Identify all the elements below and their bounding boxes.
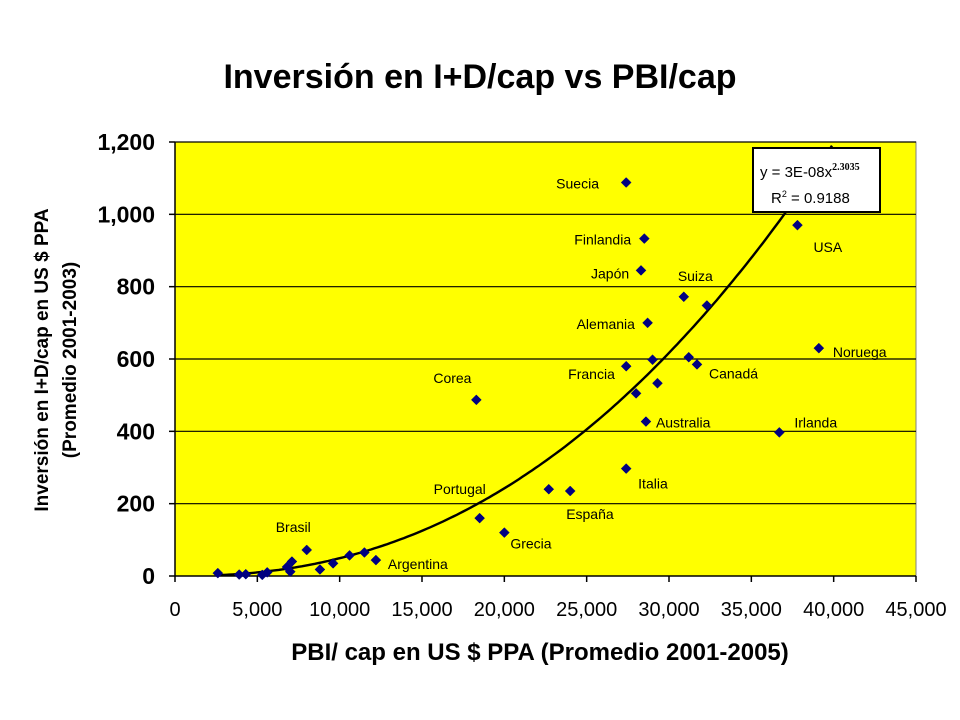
point-label-33: Irlanda bbox=[794, 414, 837, 430]
point-label-14: Corea bbox=[433, 370, 471, 386]
x-tick-label-9: 45,000 bbox=[885, 599, 946, 621]
data-point-32 bbox=[701, 300, 713, 311]
data-point-24 bbox=[638, 233, 650, 244]
point-label-20: Francia bbox=[568, 366, 615, 382]
y-axis-title-line2: (Promedio 2001-2003) bbox=[60, 262, 81, 458]
data-point-33 bbox=[773, 427, 785, 438]
x-axis-title: PBI/ cap en US $ PPA (Promedio 2001-2005… bbox=[291, 639, 789, 666]
data-point-27 bbox=[647, 354, 658, 366]
data-point-29 bbox=[678, 291, 690, 303]
equation-box-frame bbox=[752, 147, 881, 213]
x-tick-label-6: 30,000 bbox=[638, 599, 699, 621]
data-point-19 bbox=[620, 177, 632, 188]
point-label-23: Japón bbox=[591, 265, 629, 281]
data-point-17 bbox=[543, 483, 555, 495]
data-point-28 bbox=[652, 377, 663, 389]
x-tick-label-0: 0 bbox=[169, 599, 180, 621]
point-label-8: Brasil bbox=[276, 519, 311, 535]
data-point-15 bbox=[474, 512, 485, 524]
y-tick-label-3: 600 bbox=[117, 346, 155, 372]
data-point-6 bbox=[284, 566, 296, 578]
data-point-10 bbox=[327, 557, 339, 569]
data-point-12 bbox=[359, 547, 370, 558]
point-label-13: Argentina bbox=[388, 556, 448, 572]
data-point-30 bbox=[683, 351, 695, 363]
y-tick-label-5: 1,000 bbox=[97, 201, 155, 227]
point-label-35: Noruega bbox=[833, 344, 887, 360]
x-tick-label-2: 10,000 bbox=[309, 599, 370, 621]
point-label-19: Suecia bbox=[556, 176, 599, 192]
equation-base: y = 3E-08x bbox=[760, 164, 833, 181]
data-point-35 bbox=[813, 342, 825, 354]
point-label-15: Portugal bbox=[434, 481, 486, 497]
x-tick-label-7: 35,000 bbox=[721, 599, 782, 621]
trendline bbox=[216, 145, 834, 577]
data-point-25 bbox=[642, 317, 653, 329]
r-squared-sup: 2 bbox=[782, 189, 787, 199]
data-point-18 bbox=[564, 485, 576, 497]
y-tick-label-2: 400 bbox=[117, 418, 155, 444]
r-squared-value: = 0.9188 bbox=[787, 190, 850, 207]
x-tick-label-1: 5,000 bbox=[232, 599, 282, 621]
point-label-16: Grecia bbox=[510, 536, 551, 552]
data-point-21 bbox=[620, 463, 632, 474]
data-point-22 bbox=[630, 388, 642, 399]
data-point-11 bbox=[344, 550, 355, 561]
r-squared-r: R bbox=[771, 190, 782, 207]
data-point-16 bbox=[498, 527, 510, 538]
point-label-18: España bbox=[566, 506, 614, 522]
y-tick-label-1: 200 bbox=[117, 491, 155, 517]
data-point-31 bbox=[691, 359, 703, 370]
data-point-2 bbox=[240, 568, 252, 580]
chart-title: Inversión en I+D/cap vs PBI/cap bbox=[223, 58, 736, 96]
y-axis-title-line1: Inversión en I+D/cap en US $ PPA bbox=[32, 208, 53, 511]
data-point-7 bbox=[286, 556, 298, 567]
point-label-24: Finlandia bbox=[574, 232, 631, 248]
point-labels: Brasil Argentina Corea Portugal Grecia España… bbox=[276, 176, 887, 573]
data-point-34 bbox=[792, 219, 803, 231]
x-tick-label-4: 20,000 bbox=[474, 599, 535, 621]
data-point-23 bbox=[635, 265, 647, 276]
data-point-0 bbox=[212, 567, 224, 579]
data-point-14 bbox=[470, 394, 482, 406]
data-point-26 bbox=[640, 416, 652, 427]
point-label-26: Australia bbox=[656, 415, 711, 431]
y-axis-ticks: 0 200 400 600 800 1,000 1,200 bbox=[97, 129, 175, 589]
data-point-4 bbox=[261, 567, 273, 578]
x-tick-label-3: 15,000 bbox=[391, 599, 452, 621]
r-squared-text: R2 = 0.9188 bbox=[771, 189, 850, 207]
point-label-21: Italia bbox=[638, 476, 668, 492]
data-point-8 bbox=[301, 544, 313, 556]
data-point-20 bbox=[620, 360, 632, 372]
x-tick-label-5: 25,000 bbox=[556, 599, 617, 621]
y-tick-label-4: 800 bbox=[117, 274, 155, 300]
data-point-9 bbox=[314, 564, 326, 575]
gridlines bbox=[175, 141, 916, 505]
point-label-31: Canadá bbox=[709, 365, 758, 381]
x-tick-label-8: 40,000 bbox=[803, 599, 864, 621]
x-axis-ticks: 0 5,000 10,000 15,000 20,000 25,000 30,000 35,0… bbox=[169, 576, 947, 621]
point-label-29: Suiza bbox=[678, 268, 713, 284]
equation-exponent: 2.3035 bbox=[832, 162, 860, 173]
y-tick-label-6: 1,200 bbox=[97, 129, 155, 155]
equation-text: y = 3E-08x2.3035 bbox=[760, 162, 860, 181]
data-point-13 bbox=[370, 554, 382, 566]
point-label-34: USA bbox=[813, 239, 842, 255]
y-tick-label-0: 0 bbox=[142, 563, 155, 589]
equation-box: y = 3E-08x2.3035 R2 = 0.9188 bbox=[752, 147, 881, 213]
data-points bbox=[212, 177, 825, 581]
point-label-25: Alemania bbox=[577, 316, 636, 332]
